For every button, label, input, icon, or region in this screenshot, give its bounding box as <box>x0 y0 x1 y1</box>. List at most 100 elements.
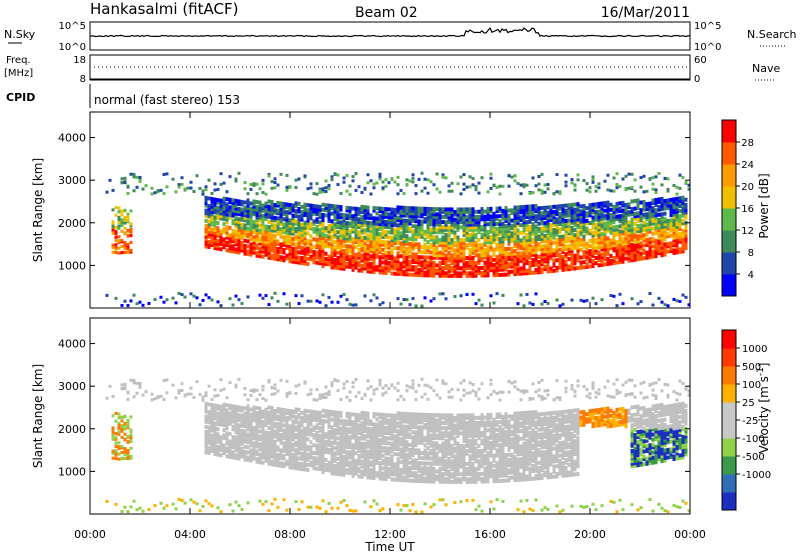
velocity-cell <box>315 415 319 420</box>
power-cell <box>621 216 625 221</box>
power-cell <box>522 227 526 232</box>
power-cell <box>591 258 595 263</box>
velocity-cell <box>315 425 319 430</box>
power-cell <box>618 201 622 206</box>
power-cell <box>213 210 217 215</box>
power-cell <box>543 251 547 256</box>
velocity-cell <box>123 453 127 457</box>
velocity-cell <box>237 456 241 461</box>
power-cell <box>429 260 433 265</box>
power-cell <box>354 252 358 257</box>
power-cell <box>114 226 118 230</box>
power-cell <box>552 204 556 209</box>
power-cell <box>375 296 379 300</box>
power-cell <box>555 253 559 258</box>
power-cell <box>459 209 463 214</box>
power-cell <box>330 178 334 182</box>
power-cell <box>639 228 643 233</box>
power-cell <box>597 217 601 222</box>
power-cell <box>564 180 568 184</box>
velocity-cell <box>267 509 271 513</box>
power-cell <box>663 198 667 203</box>
power-cell <box>294 211 298 216</box>
power-cell <box>651 252 655 257</box>
power-cell <box>615 172 619 176</box>
power-cell <box>657 233 661 238</box>
velocity-cell <box>246 450 250 455</box>
power-cell <box>249 224 253 229</box>
power-cell <box>111 208 115 212</box>
power-cell <box>234 232 238 237</box>
power-cell <box>342 241 346 246</box>
velocity-cell <box>330 455 334 460</box>
power-cell <box>558 252 562 257</box>
power-cell <box>411 180 415 184</box>
power-cell <box>651 239 655 244</box>
power-cell <box>219 203 223 208</box>
power-cell <box>366 256 370 261</box>
power-cell <box>282 292 286 296</box>
power-cell <box>624 213 628 218</box>
power-cell <box>522 258 526 263</box>
power-cell <box>228 207 232 212</box>
power-cell <box>642 200 646 205</box>
power-cell <box>657 197 661 202</box>
power-cell <box>456 220 460 225</box>
power-cell <box>294 244 298 249</box>
power-cell <box>345 228 349 233</box>
power-cell <box>516 218 520 223</box>
power-cell <box>204 226 208 231</box>
power-cell <box>618 229 622 234</box>
velocity-cell <box>315 451 319 456</box>
power-cell <box>477 227 481 232</box>
power-cell <box>675 247 679 252</box>
power-cell <box>630 258 634 263</box>
power-cell <box>522 256 526 261</box>
colorbar-swatch <box>722 186 736 209</box>
velocity-cell <box>219 419 223 424</box>
power-cell <box>285 205 289 210</box>
power-cell <box>666 198 670 203</box>
velocity-cell <box>120 445 124 449</box>
power-cell <box>366 205 370 210</box>
power-cell <box>642 256 646 261</box>
velocity-cell <box>210 438 214 443</box>
velocity-cell <box>267 433 271 438</box>
power-cell <box>330 255 334 260</box>
power-cell <box>624 256 628 261</box>
velocity-cell <box>246 445 250 450</box>
power-cell <box>264 211 268 216</box>
power-cell <box>390 263 394 268</box>
power-cell <box>558 190 562 194</box>
power-cell <box>429 263 433 268</box>
power-cell <box>474 225 478 230</box>
velocity-cell <box>228 421 232 426</box>
power-cell <box>228 215 232 220</box>
velocity-cell <box>309 440 313 445</box>
power-cell <box>453 212 457 217</box>
power-cell <box>429 209 433 214</box>
power-cell <box>339 225 343 230</box>
power-cell <box>600 239 604 244</box>
power-cell <box>666 177 670 181</box>
power-cell <box>465 235 469 240</box>
power-cell <box>249 216 253 221</box>
power-cell <box>297 260 301 265</box>
power-cell <box>579 232 583 237</box>
velocity-cell <box>207 410 211 415</box>
velocity-cell <box>261 409 265 414</box>
power-cell <box>516 271 520 276</box>
power-cell <box>438 266 442 271</box>
power-cell <box>522 245 526 250</box>
power-cell <box>291 216 295 221</box>
power-cell <box>684 210 688 215</box>
power-y-axis-label: Slant Range [km] <box>31 158 45 262</box>
power-cell <box>426 219 430 224</box>
power-cell <box>501 257 505 262</box>
power-cell <box>360 215 364 220</box>
power-cell <box>681 205 685 210</box>
velocity-cell <box>285 451 289 456</box>
power-cell <box>435 219 439 224</box>
power-cell <box>540 213 544 218</box>
power-cell <box>477 222 481 227</box>
